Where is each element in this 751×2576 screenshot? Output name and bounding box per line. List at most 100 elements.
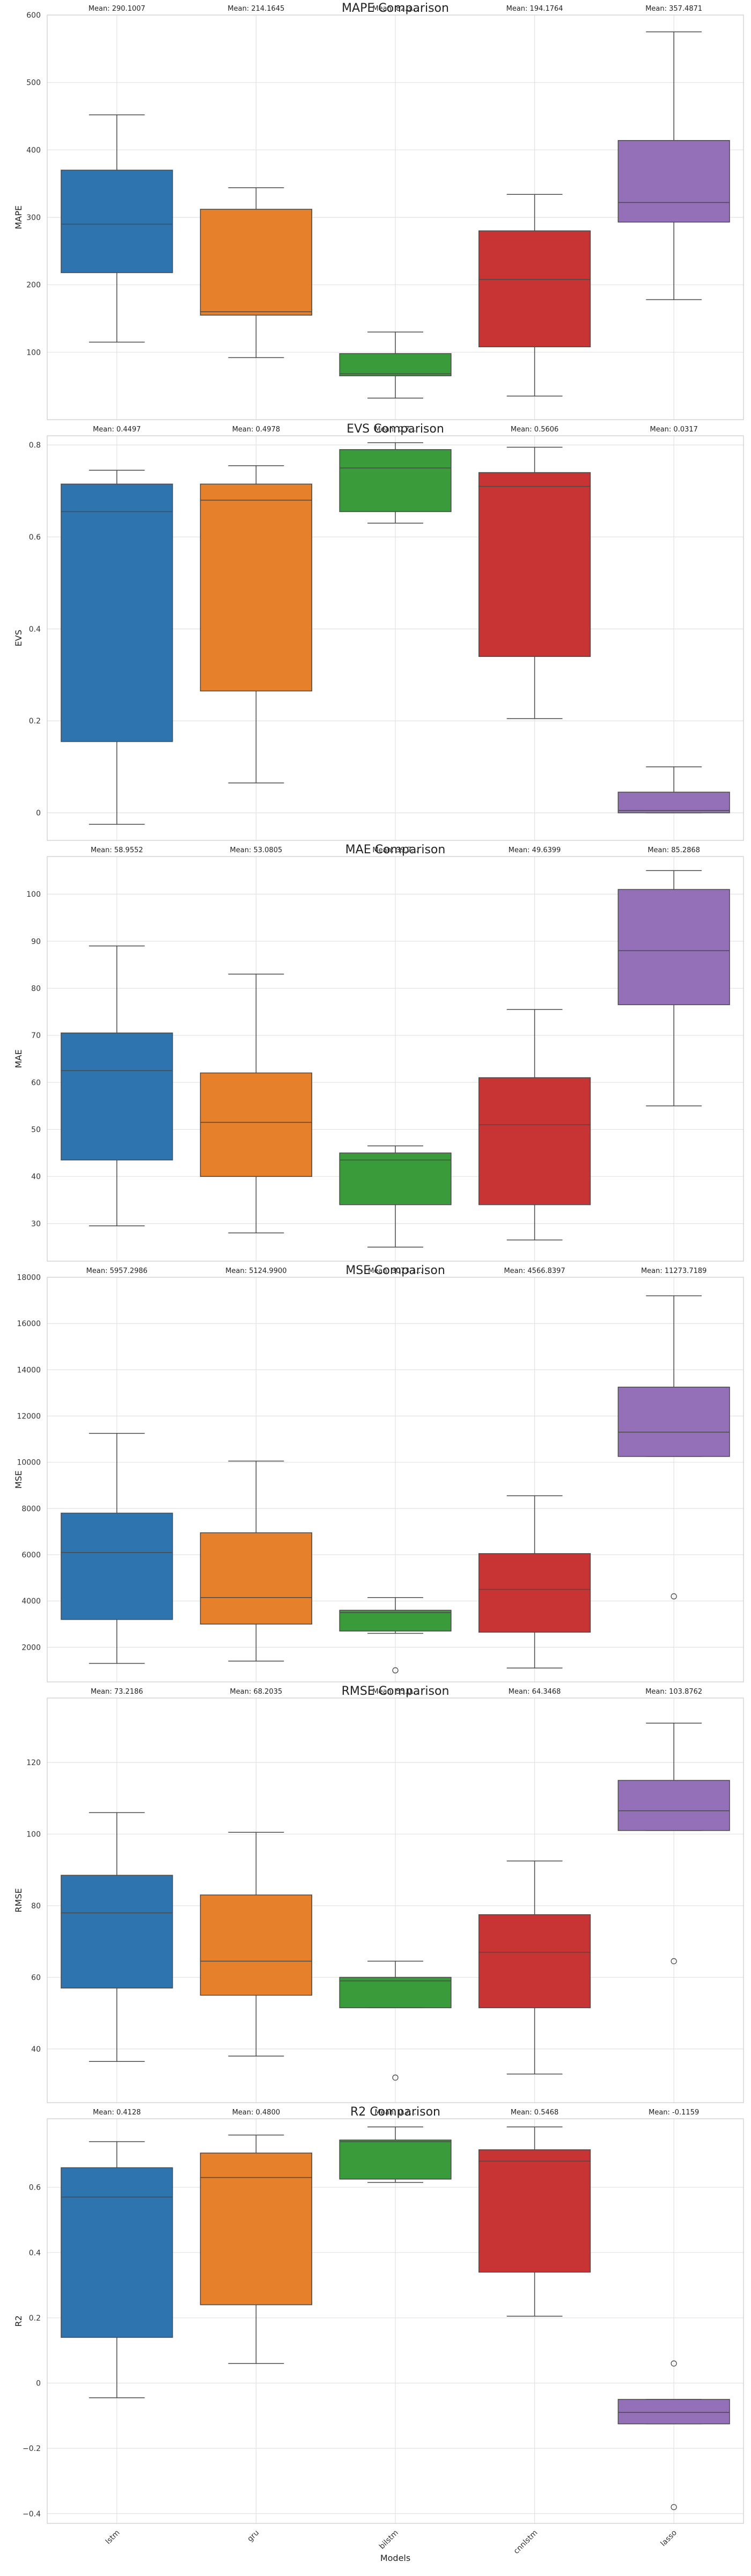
mean-label: Mean: 73.2186: [91, 1688, 143, 1696]
mean-label: Mean: 68.2035: [230, 1688, 283, 1696]
y-tick-label: 70: [31, 1031, 41, 1040]
x-tick-label: cnnlstm: [512, 2529, 540, 2556]
box-gru: [200, 187, 312, 358]
box-gru: [200, 974, 312, 1234]
y-tick-label: 100: [26, 890, 41, 899]
box-lstm: [61, 114, 173, 343]
y-tick-label: −0.2: [23, 2445, 41, 2453]
x-tick-label: lasso: [659, 2529, 679, 2549]
mean-label: Mean: 0.5606: [511, 426, 558, 434]
mean-label: Mean: 82.3...: [372, 5, 418, 13]
y-tick-label: 0: [36, 2380, 41, 2388]
box-body: [617, 140, 730, 223]
box-body: [61, 170, 173, 273]
box-lasso: [617, 31, 730, 301]
mean-label: Mean: 64.3468: [509, 1688, 561, 1696]
x-tick-label: lstm: [104, 2529, 122, 2546]
y-tick-label: 0.8: [29, 441, 41, 450]
box-body: [339, 1977, 452, 2008]
mean-label: Mean: 0.0317: [650, 426, 697, 434]
panel-mape: 100 200 300 400 500 600 Mean: 290.1007 Mean: 21…: [13, 2, 744, 420]
y-tick-label: 0.6: [29, 2184, 41, 2192]
y-axis-label: MSE: [13, 1470, 24, 1489]
axes-frame: [47, 2118, 744, 2524]
box-body: [61, 1875, 173, 1989]
outlier-point: [671, 1958, 677, 1965]
panel-r2: −0.4 −0.2 0 0.2 0.4 0.6 Mean: 0.4128 Mean: 0.48…: [13, 2105, 744, 2563]
y-tick-label: 16000: [17, 1320, 41, 1328]
y-axis-label: RMSE: [13, 1888, 24, 1912]
mean-label: Mean: 357.4871: [645, 5, 702, 13]
y-tick-label: 600: [26, 11, 41, 20]
mean-label: Mean: 5957.2986: [86, 1267, 148, 1275]
box-lasso: [617, 1295, 730, 1600]
y-tick-label: 300: [26, 214, 41, 222]
box-bilstm: [339, 442, 452, 524]
mean-label: Mean: 103.8762: [645, 1688, 702, 1696]
box-body: [478, 230, 591, 348]
y-tick-label: 0.4: [29, 625, 41, 634]
outlier-point: [671, 2504, 677, 2511]
mean-label: Mean: 0.5468: [511, 2109, 558, 2117]
mean-label: Mean: 0.7...: [374, 426, 416, 434]
y-tick-label: 6000: [21, 1551, 41, 1560]
mean-label: Mean: 39.7...: [372, 846, 418, 854]
mean-label: Mean: 53.0805: [230, 846, 283, 854]
mean-label: Mean: 3073.1...: [368, 1267, 423, 1275]
y-tick-label: 60: [31, 1079, 41, 1087]
box-body: [478, 1914, 591, 2008]
chart-title: MAE Comparison: [345, 843, 446, 857]
box-body: [200, 1072, 312, 1177]
box-body: [478, 2149, 591, 2273]
axes-frame: [47, 1697, 744, 2103]
y-tick-label: 80: [31, 984, 41, 993]
axes-frame: [47, 14, 744, 420]
box-lasso: [617, 766, 730, 814]
y-tick-label: 200: [26, 281, 41, 290]
box-lasso: [617, 2360, 730, 2511]
mean-label: Mean: 214.1645: [227, 5, 284, 13]
mean-label: Mean: 85.2868: [647, 846, 700, 854]
box-lstm: [61, 1812, 173, 2062]
y-tick-label: 14000: [17, 1366, 41, 1374]
y-tick-label: 60: [31, 1973, 41, 1982]
y-axis-label: MAE: [13, 1050, 24, 1069]
y-tick-label: 40: [31, 2045, 41, 2054]
box-body: [200, 484, 312, 692]
y-tick-label: −0.4: [23, 2510, 41, 2519]
y-tick-label: 18000: [17, 1274, 41, 1282]
box-body: [617, 1386, 730, 1457]
box-body: [339, 1152, 452, 1205]
box-cnnlstm: [478, 1860, 591, 2075]
y-tick-label: 80: [31, 1902, 41, 1911]
y-tick-label: 400: [26, 146, 41, 155]
box-body: [478, 1077, 591, 1205]
box-lstm: [61, 945, 173, 1226]
box-body: [200, 1532, 312, 1625]
box-bilstm: [339, 1960, 452, 2081]
chart-title: R2 Comparison: [350, 2105, 440, 2119]
y-tick-label: 8000: [21, 1505, 41, 1513]
y-tick-label: 10000: [17, 1459, 41, 1467]
y-tick-label: 0.2: [29, 717, 41, 726]
axes-frame: [47, 1277, 744, 1682]
x-tick-label: bilstm: [378, 2529, 400, 2551]
y-axis-label: R2: [13, 2315, 24, 2326]
box-lstm: [61, 1433, 173, 1664]
box-lasso: [617, 1722, 730, 1965]
box-bilstm: [339, 1597, 452, 1674]
box-bilstm: [339, 1145, 452, 1248]
box-body: [61, 1033, 173, 1161]
mean-label: Mean: -0.1159: [649, 2109, 699, 2117]
outlier-point: [671, 1593, 677, 1600]
y-tick-label: 0: [36, 809, 41, 818]
box-cnnlstm: [478, 447, 591, 719]
y-tick-label: 0.4: [29, 2249, 41, 2257]
box-cnnlstm: [478, 1495, 591, 1668]
panel-mae: 30 40 50 60 70 80 90 100 Mean: 58.9552 Mean: 53.0…: [13, 843, 744, 1262]
axes-frame: [47, 856, 744, 1262]
outlier-point: [671, 2360, 677, 2367]
chart-title: MSE Comparison: [345, 1264, 445, 1277]
mean-label: Mean: 0.7...: [374, 2109, 416, 2117]
